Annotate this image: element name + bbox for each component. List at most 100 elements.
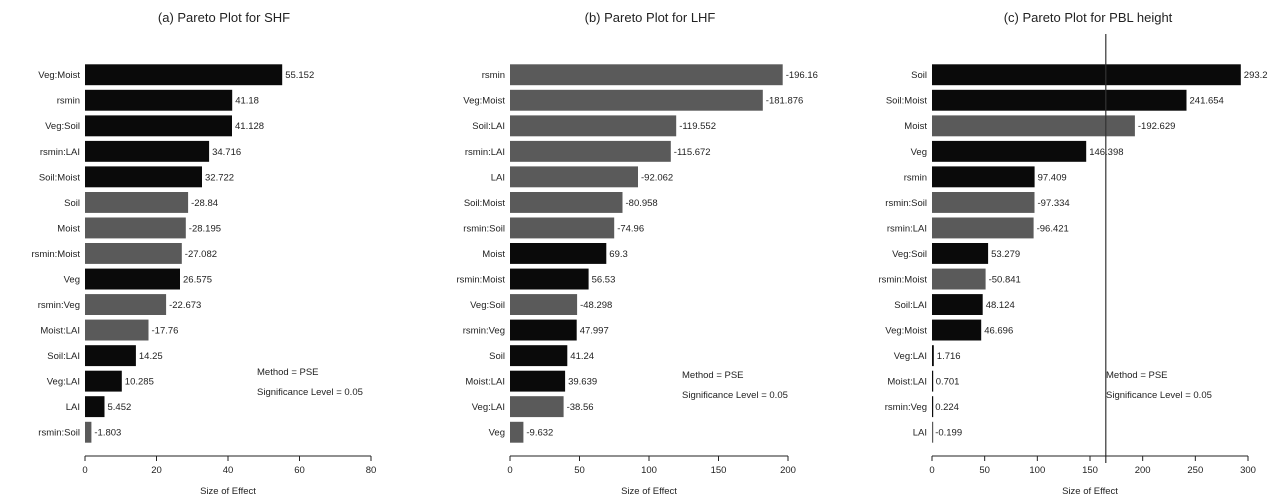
bar (510, 192, 623, 213)
bar (510, 89, 763, 111)
category-label: Veg (911, 147, 927, 158)
category-label: Soil:Moist (39, 172, 81, 183)
data-label: 293.2 (1244, 70, 1268, 81)
data-label: -92.062 (641, 172, 673, 183)
bar (510, 319, 577, 341)
bar (85, 166, 202, 188)
category-label: Veg:LAI (47, 377, 80, 388)
bar (932, 345, 934, 367)
x-tick-label: 80 (366, 465, 377, 476)
data-label: 10.285 (125, 377, 154, 388)
category-label: Veg:Soil (45, 121, 80, 132)
category-label: rsmin:LAI (465, 147, 505, 158)
bar (85, 396, 105, 418)
x-tick-label: 50 (979, 465, 990, 476)
bar (510, 140, 671, 162)
bar (510, 294, 578, 315)
category-label: LAI (66, 402, 80, 413)
category-label: rsmin:Moist (31, 249, 80, 260)
significance-annotation: Significance Level = 0.05 (682, 390, 788, 401)
chart-panel-1: (a) Pareto Plot for SHF Veg:Moist 55.152 rs… (31, 10, 376, 497)
bar (932, 319, 982, 341)
data-label: 241.654 (1190, 96, 1224, 107)
x-tick-label: 300 (1240, 465, 1256, 476)
data-label: -0.199 (935, 428, 962, 439)
x-tick-label: 150 (1082, 465, 1098, 476)
bar (932, 64, 1241, 86)
bar (932, 140, 1087, 162)
x-tick-label: 200 (780, 465, 796, 476)
category-label: rsmin (482, 70, 505, 81)
bar (85, 243, 182, 264)
category-label: Veg:LAI (894, 351, 927, 362)
x-tick-label: 200 (1135, 465, 1151, 476)
data-label: -115.672 (674, 147, 711, 158)
significance-annotation: Significance Level = 0.05 (1106, 390, 1212, 401)
category-label: rsmin:Soil (885, 198, 927, 209)
x-tick-label: 250 (1187, 465, 1203, 476)
data-label: 69.3 (609, 249, 628, 260)
bar (932, 370, 934, 392)
category-label: Soil (911, 70, 927, 81)
data-label: 5.452 (108, 402, 132, 413)
chart-title: (c) Pareto Plot for PBL height (1004, 10, 1173, 25)
data-label: -50.841 (989, 274, 1021, 285)
chart-title: (b) Pareto Plot for LHF (585, 10, 716, 25)
data-label: 47.997 (580, 326, 609, 337)
category-label: Moist (482, 249, 505, 260)
x-tick-label: 40 (223, 465, 234, 476)
bar (85, 370, 122, 392)
data-label: 32.722 (205, 172, 234, 183)
bar (932, 89, 1187, 111)
data-label: -96.421 (1037, 223, 1069, 234)
bar (932, 115, 1135, 137)
data-label: 48.124 (986, 300, 1015, 311)
chart-panel-3: (c) Pareto Plot for PBL height Soil 293.2 S… (878, 10, 1267, 497)
category-label: Moist:LAI (40, 326, 80, 337)
category-label: Veg:Soil (470, 300, 505, 311)
data-label: 56.53 (592, 274, 616, 285)
method-annotation: Method = PSE (682, 370, 744, 381)
bar (85, 217, 186, 239)
data-label: 39.639 (568, 377, 597, 388)
data-label: -74.96 (617, 223, 644, 234)
category-label: rsmin (904, 172, 927, 183)
category-label: Veg:Moist (463, 96, 505, 107)
bar (85, 89, 233, 111)
category-label: LAI (913, 428, 927, 439)
bar (510, 370, 566, 392)
category-label: Moist (57, 223, 80, 234)
bar (85, 421, 92, 443)
category-label: Veg:LAI (472, 402, 505, 413)
data-label: 14.25 (139, 351, 163, 362)
bar (85, 64, 283, 86)
category-label: LAI (491, 172, 505, 183)
category-label: Moist:LAI (887, 377, 927, 388)
x-tick-label: 150 (711, 465, 727, 476)
significance-annotation: Significance Level = 0.05 (257, 387, 363, 398)
bar (932, 166, 1035, 188)
data-label: -119.552 (679, 121, 716, 132)
data-label: -28.195 (189, 223, 221, 234)
bar (510, 115, 677, 137)
method-annotation: Method = PSE (1106, 370, 1168, 381)
data-label: 46.696 (984, 326, 1013, 337)
x-tick-label: 100 (641, 465, 657, 476)
data-label: 0.224 (935, 402, 959, 413)
category-label: Moist:LAI (465, 377, 505, 388)
category-label: Soil:LAI (472, 121, 505, 132)
data-label: -196.16 (786, 70, 818, 81)
category-label: rsmin:Veg (38, 300, 80, 311)
data-label: 41.128 (235, 121, 264, 132)
bar (85, 294, 167, 315)
x-axis-label: Size of Effect (1062, 486, 1118, 497)
category-label: Moist (904, 121, 927, 132)
chart-panel-2: (b) Pareto Plot for LHF rsmin -196.16 Veg:M… (456, 10, 817, 497)
bar (510, 268, 589, 290)
bar (510, 166, 638, 188)
x-axis-label: Size of Effect (200, 486, 256, 497)
data-label: 1.716 (937, 351, 961, 362)
bar (932, 217, 1034, 239)
bar (85, 192, 189, 213)
